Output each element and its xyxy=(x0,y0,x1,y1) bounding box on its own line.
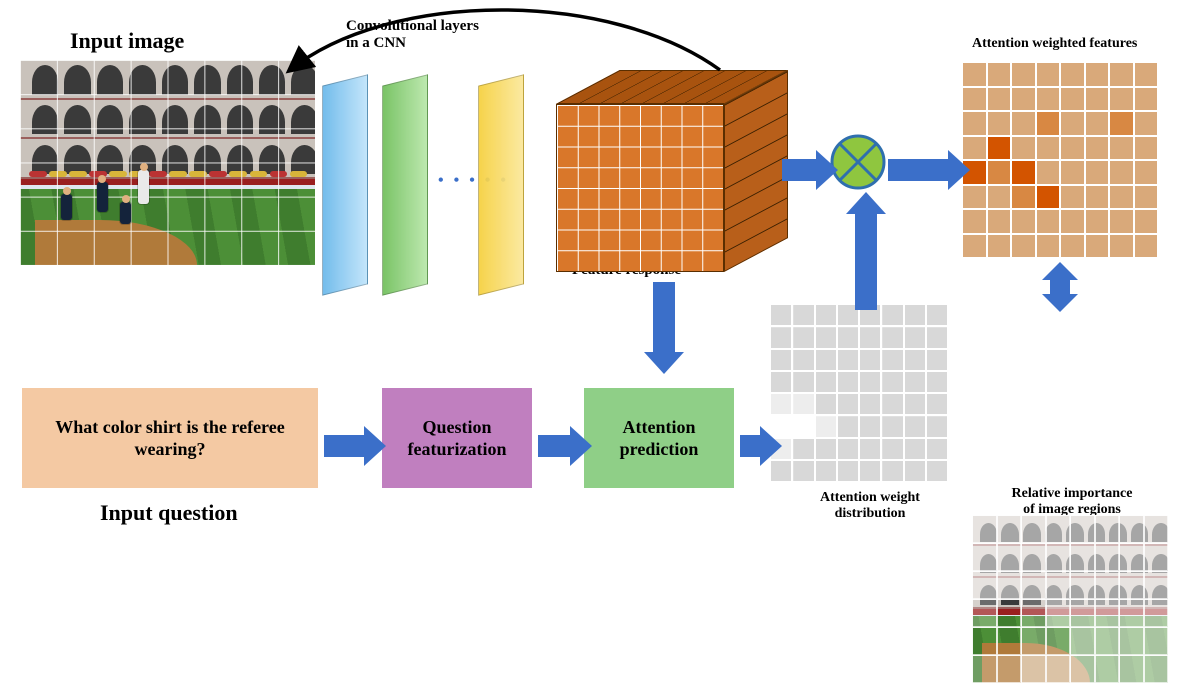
double-arrow-heat-relimg xyxy=(1042,262,1078,312)
input-image-title: Input image xyxy=(70,28,184,54)
question-text: What color shirt is the referee wearing? xyxy=(40,416,300,461)
arrow-image-to-cube-curve xyxy=(250,10,790,110)
rel-importance-label: Relative importance of image regions xyxy=(972,486,1172,518)
attn-dist-label: Attention weight distribution xyxy=(790,490,950,522)
question-featurization-box: Question featurization xyxy=(382,388,532,488)
arrow-distribution-to-multiply xyxy=(846,192,886,310)
attn-weighted-label: Attention weighted features xyxy=(972,36,1137,52)
arrow-featurization-to-attention xyxy=(538,426,592,466)
arrow-features-to-attention xyxy=(644,282,684,374)
relative-importance-image xyxy=(972,515,1168,683)
arrow-multiply-to-heat xyxy=(888,150,970,190)
arrow-attention-to-distribution xyxy=(740,426,782,466)
input-question-box: What color shirt is the referee wearing? xyxy=(22,388,318,488)
attention-prediction-box: Attention prediction xyxy=(584,388,734,488)
attention-distribution-grid xyxy=(770,304,948,482)
arrow-cube-to-multiply xyxy=(782,150,838,190)
input-question-title: Input question xyxy=(100,500,238,526)
arrow-question-to-featurization xyxy=(324,426,386,466)
attention-weighted-grid xyxy=(962,62,1158,258)
